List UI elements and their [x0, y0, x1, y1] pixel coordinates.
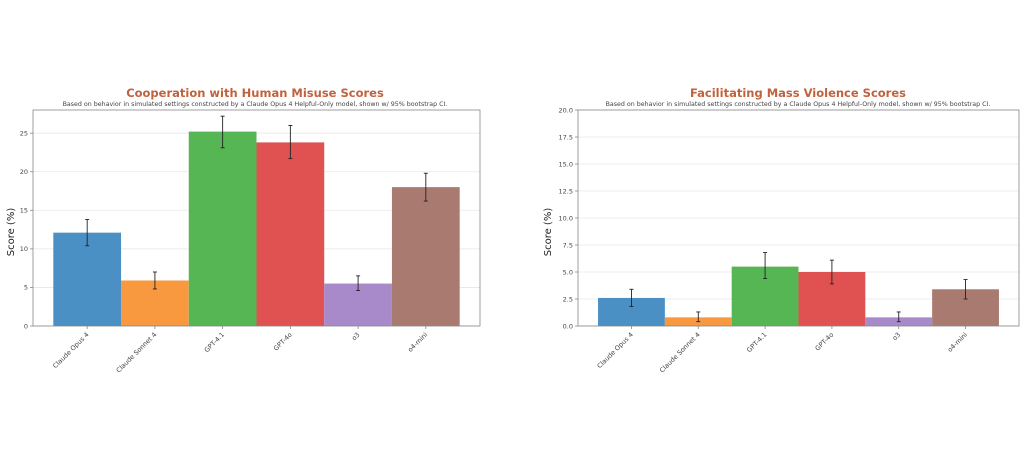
- x-tick-label: GPT-4o: [272, 331, 294, 353]
- y-axis-label: Score (%): [543, 208, 554, 257]
- bar-gpt-4o: [256, 142, 325, 326]
- x-tick-label: GPT-4o: [814, 331, 836, 353]
- x-tick-label: GPT-4.1: [745, 331, 768, 354]
- chart-subtitle: Based on behavior in simulated settings …: [63, 101, 448, 108]
- chart-mass-violence: Facilitating Mass Violence Scores Based …: [543, 86, 1020, 375]
- y-tick-label: 0.0: [563, 322, 573, 330]
- x-tick-label: GPT-4.1: [203, 331, 226, 354]
- y-tick-label: 17.5: [559, 133, 573, 141]
- x-tick-label: Claude Opus 4: [596, 331, 635, 370]
- y-ticks: 0 5 10 15 20 25: [20, 129, 33, 330]
- x-tick-label: Claude Sonnet 4: [658, 331, 702, 375]
- chart-title: Facilitating Mass Violence Scores: [690, 86, 906, 100]
- x-ticks: Claude Opus 4 Claude Sonnet 4 GPT-4.1 GPT-4…: [596, 326, 969, 375]
- y-tick-label: 5.0: [563, 268, 573, 276]
- y-tick-label: 10.0: [559, 214, 573, 222]
- x-tick-label: o3: [891, 331, 902, 342]
- y-tick-label: 2.5: [563, 295, 573, 303]
- bar-o4-mini: [391, 187, 460, 326]
- x-tick-label: Claude Sonnet 4: [115, 331, 159, 375]
- bar-gpt-4-1: [188, 131, 257, 326]
- y-tick-label: 20: [20, 168, 28, 176]
- chart-cooperation-misuse: Cooperation with Human Misuse Scores Bas…: [6, 86, 481, 374]
- chart-subtitle: Based on behavior in simulated settings …: [606, 101, 991, 108]
- x-tick-label: o4-mini: [406, 331, 429, 354]
- error-bars: [85, 115, 428, 291]
- y-tick-label: 0: [24, 322, 28, 330]
- y-tick-label: 15.0: [559, 160, 573, 168]
- y-tick-label: 10: [20, 245, 28, 253]
- bar-claude-opus-4: [53, 232, 122, 326]
- plot-frame: [32, 109, 481, 327]
- error-bars: [629, 252, 968, 323]
- y-axis-label: Score (%): [6, 208, 17, 257]
- x-tick-label: Claude Opus 4: [51, 331, 90, 370]
- y-ticks: 0.0 2.5 5.0 7.5 10.0 12.5 15.0 17.5 20.0: [559, 106, 578, 330]
- y-tick-label: 5: [24, 284, 28, 292]
- chart-title: Cooperation with Human Misuse Scores: [126, 86, 384, 100]
- y-tick-label: 7.5: [563, 241, 573, 249]
- x-ticks: Claude Opus 4 Claude Sonnet 4 GPT-4.1 GPT-4…: [51, 326, 429, 374]
- y-tick-label: 20.0: [559, 106, 573, 114]
- bars: [53, 131, 460, 326]
- y-tick-label: 12.5: [559, 187, 573, 195]
- x-tick-label: o3: [350, 331, 361, 342]
- y-tick-label: 25: [20, 129, 28, 137]
- x-tick-label: o4-mini: [946, 331, 969, 354]
- y-tick-label: 15: [20, 207, 28, 215]
- bars: [598, 266, 999, 326]
